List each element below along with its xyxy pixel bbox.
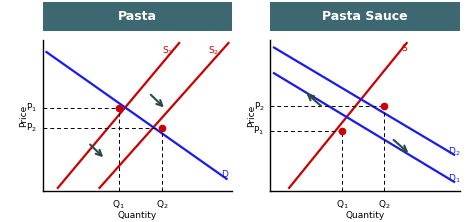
- Text: P$_1$: P$_1$: [26, 102, 37, 114]
- Text: D: D: [221, 170, 228, 179]
- Text: Q$_2$: Q$_2$: [156, 198, 168, 211]
- Text: P$_2$: P$_2$: [26, 121, 37, 134]
- Text: P$_2$: P$_2$: [254, 100, 264, 113]
- Text: S$_2$: S$_2$: [208, 44, 219, 57]
- Text: Q$_1$: Q$_1$: [336, 198, 348, 211]
- Text: D$_2$: D$_2$: [448, 145, 461, 158]
- Text: S$_1$: S$_1$: [162, 44, 173, 57]
- Text: Pasta Sauce: Pasta Sauce: [322, 10, 408, 23]
- Text: Q$_2$: Q$_2$: [378, 198, 390, 211]
- Text: Pasta: Pasta: [118, 10, 157, 23]
- Text: D$_1$: D$_1$: [448, 172, 461, 185]
- Text: S: S: [401, 44, 407, 54]
- Text: Price: Price: [19, 104, 28, 127]
- Text: Quantity: Quantity: [346, 210, 384, 220]
- Text: Q$_1$: Q$_1$: [112, 198, 125, 211]
- Text: Price: Price: [247, 104, 255, 127]
- Text: Quantity: Quantity: [118, 210, 157, 220]
- Text: P$_1$: P$_1$: [254, 124, 264, 137]
